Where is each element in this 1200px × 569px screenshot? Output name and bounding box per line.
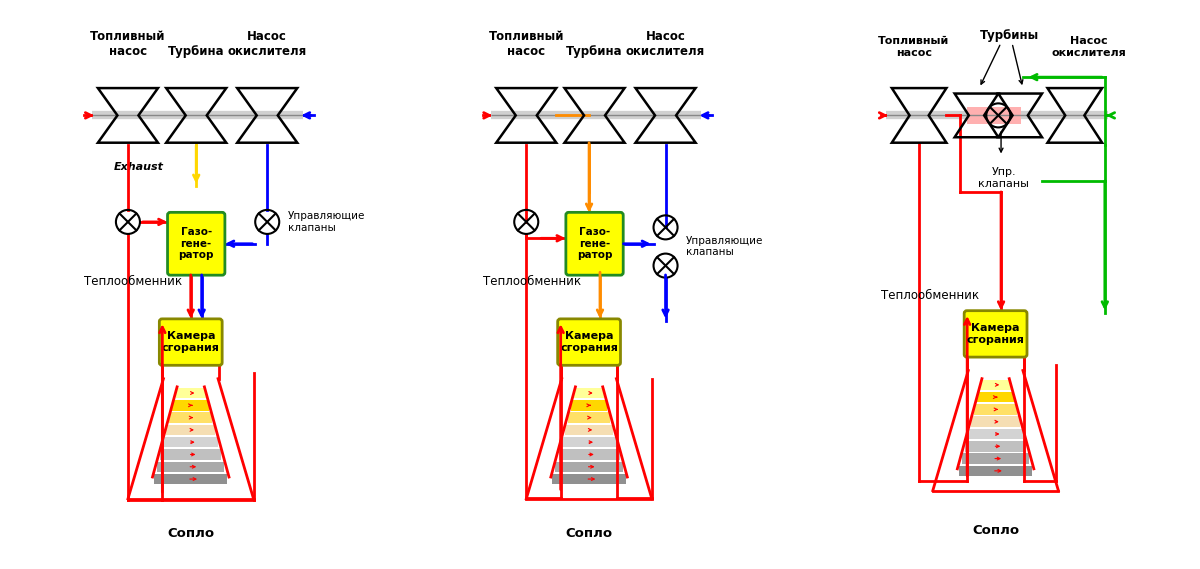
Bar [971, 417, 1020, 427]
Text: Теплообменник: Теплообменник [482, 275, 581, 288]
Bar [556, 461, 623, 472]
Bar [558, 450, 619, 460]
Text: Насос
окислителя: Насос окислителя [228, 30, 307, 58]
Text: Упр.
клапаны: Упр. клапаны [978, 167, 1030, 189]
Bar [962, 453, 1030, 464]
FancyBboxPatch shape [964, 311, 1027, 357]
Text: Насос
окислителя: Насос окислителя [626, 30, 706, 58]
Text: Сопло: Сопло [565, 527, 613, 540]
FancyBboxPatch shape [558, 319, 620, 365]
Bar [167, 424, 215, 435]
Bar [968, 429, 1024, 439]
Bar [568, 413, 611, 423]
Bar [169, 413, 212, 423]
FancyBboxPatch shape [168, 212, 224, 275]
Text: Сопло: Сопло [167, 527, 215, 540]
FancyBboxPatch shape [566, 212, 623, 275]
Bar [160, 450, 221, 460]
FancyBboxPatch shape [160, 319, 222, 365]
Text: Камера
сгорания: Камера сгорания [162, 331, 220, 353]
Text: Газо-
гене-
ратор: Газо- гене- ратор [577, 227, 612, 261]
Text: Exhaust: Exhaust [114, 162, 164, 172]
Text: Насос
окислителя: Насос окислителя [1051, 36, 1126, 58]
Bar [974, 404, 1016, 415]
Text: Турбина: Турбина [168, 45, 224, 58]
Bar [163, 437, 218, 447]
Text: Сопло: Сопло [972, 524, 1019, 537]
Text: Турбина: Турбина [566, 45, 623, 58]
Text: Топливный
насос: Топливный насос [488, 30, 564, 58]
Bar [154, 474, 228, 484]
Bar [980, 380, 1010, 390]
Bar [959, 465, 1032, 476]
Text: Газо-
гене-
ратор: Газо- гене- ратор [179, 227, 214, 261]
Text: Теплообменник: Теплообменник [881, 289, 979, 302]
Text: Камера
сгорания: Камера сгорания [560, 331, 618, 353]
FancyBboxPatch shape [967, 106, 1021, 124]
Text: Турбины: Турбины [979, 28, 1039, 42]
Text: Управляющие
клапаны: Управляющие клапаны [288, 211, 365, 233]
Bar [562, 437, 617, 447]
Bar [157, 461, 224, 472]
Bar [571, 400, 607, 411]
Text: Управляющие
клапаны: Управляющие клапаны [686, 236, 763, 257]
Bar [175, 388, 206, 398]
Bar [977, 392, 1014, 402]
Text: Камера
сгорания: Камера сгорания [967, 323, 1025, 345]
Bar [552, 474, 625, 484]
Bar [574, 388, 605, 398]
Bar [173, 400, 209, 411]
Bar [565, 424, 613, 435]
Text: Топливный
насос: Топливный насос [90, 30, 166, 58]
Text: Теплообменник: Теплообменник [84, 275, 182, 288]
Text: Топливный
насос: Топливный насос [878, 36, 949, 58]
Bar [965, 441, 1026, 452]
